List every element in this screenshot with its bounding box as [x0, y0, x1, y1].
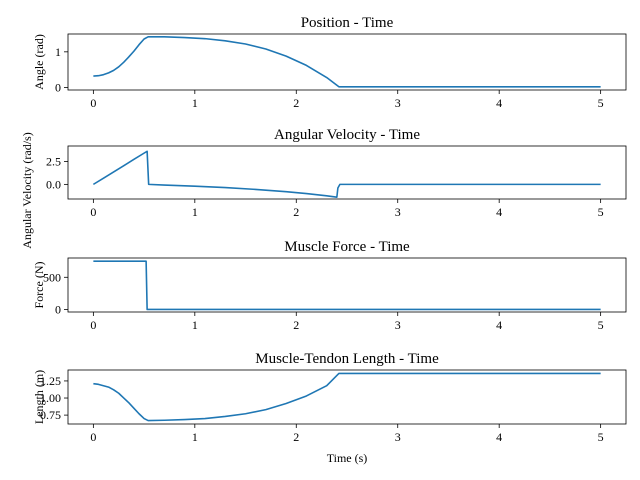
series-line-1 — [93, 260, 601, 311]
plot-frame — [67, 369, 627, 425]
x-tick-label: 5 — [598, 205, 604, 219]
y-tick-label: 1.00 — [40, 391, 61, 405]
y-axis-label: Angular Velocity (rad/s) — [20, 132, 34, 248]
x-tick-label: 0 — [90, 430, 96, 444]
x-tick-label: 2 — [293, 96, 299, 110]
x-tick-label: 1 — [192, 430, 198, 444]
x-tick-label: 3 — [395, 205, 401, 219]
series-line-1 — [93, 372, 601, 422]
chart-panel-4: Muscle-Tendon Length - Time 0 1 2 3 4 5 0.75 1.0… — [32, 351, 627, 465]
y-tick-label: 0.75 — [40, 408, 61, 422]
y-tick-label: 500 — [43, 270, 61, 284]
y-axis-label: Force (N) — [32, 262, 46, 309]
chart-title: Muscle Force - Time — [284, 239, 410, 255]
x-tick-label: 5 — [598, 318, 604, 332]
series-line-1 — [93, 36, 601, 88]
x-tick-label: 3 — [395, 430, 401, 444]
y-axis-label: Length (m) — [32, 370, 46, 424]
x-tick-label: 0 — [90, 318, 96, 332]
x-tick-label: 3 — [395, 96, 401, 110]
x-tick-label: 2 — [293, 318, 299, 332]
x-tick-label: 4 — [496, 318, 502, 332]
x-tick-label: 2 — [293, 205, 299, 219]
plot-frame — [67, 257, 627, 313]
y-tick-label: 1.25 — [40, 374, 61, 388]
chart-panel-1: Position - Time 0 1 2 3 4 5 0 1 Angle (rad) — [32, 15, 627, 110]
x-tick-label: 4 — [496, 205, 502, 219]
plot-frame — [67, 145, 627, 200]
x-tick-label: 4 — [496, 96, 502, 110]
y-axis-label: Angle (rad) — [32, 34, 46, 90]
x-tick-label: 3 — [395, 318, 401, 332]
y-tick-label: 0 — [55, 302, 61, 316]
x-tick-label: 1 — [192, 205, 198, 219]
series-line-1 — [92, 150, 601, 198]
y-tick-label: 0 — [55, 81, 61, 95]
y-tick-label: 0.0 — [46, 177, 61, 191]
x-tick-label: 0 — [90, 205, 96, 219]
x-tick-label: 1 — [192, 96, 198, 110]
x-tick-label: 2 — [293, 430, 299, 444]
chart-title: Angular Velocity - Time — [274, 127, 420, 143]
x-tick-label: 4 — [496, 430, 502, 444]
x-tick-label: 5 — [598, 430, 604, 444]
x-tick-label: 5 — [598, 96, 604, 110]
chart-panel-2: Angular Velocity - Time 0 1 2 3 4 5 0.0 2.5 Angul… — [20, 127, 627, 249]
x-tick-label: 1 — [192, 318, 198, 332]
y-tick-label: 1 — [55, 45, 61, 59]
x-axis-label: Time (s) — [327, 451, 368, 465]
plot-frame — [67, 33, 627, 91]
y-tick-label: 2.5 — [46, 155, 61, 169]
x-tick-label: 0 — [90, 96, 96, 110]
chart-title: Position - Time — [301, 15, 394, 31]
chart-title: Muscle-Tendon Length - Time — [255, 351, 439, 367]
